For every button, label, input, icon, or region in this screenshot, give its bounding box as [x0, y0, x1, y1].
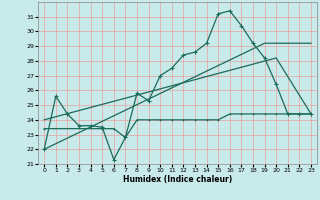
X-axis label: Humidex (Indice chaleur): Humidex (Indice chaleur)	[123, 175, 232, 184]
